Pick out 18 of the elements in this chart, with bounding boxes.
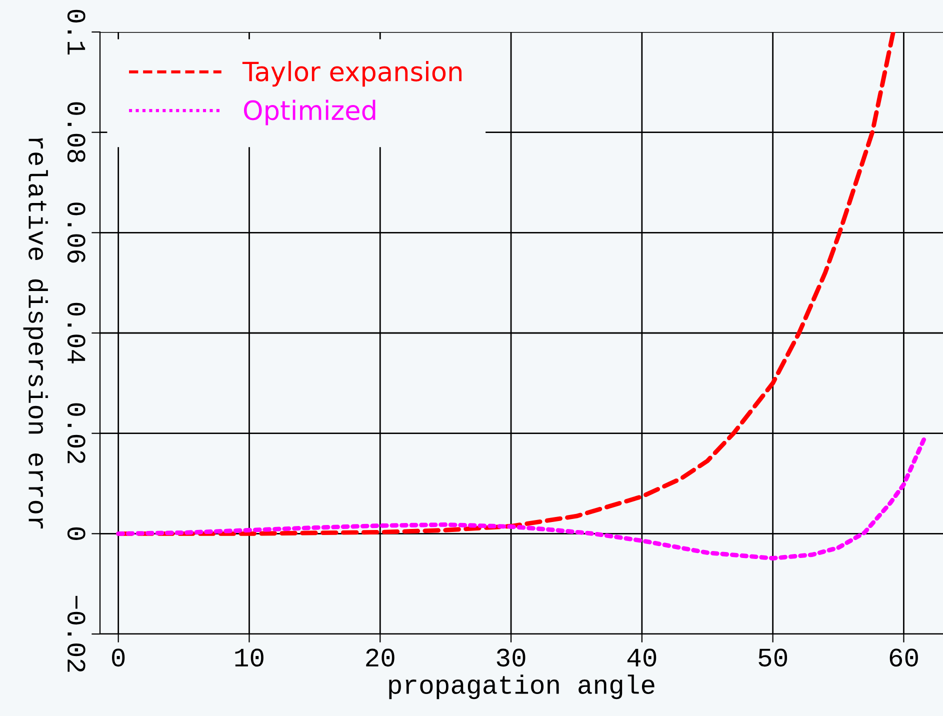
x-tick-label: 20 [366, 648, 394, 667]
legend-label: Optimized [244, 100, 376, 126]
y-tick-label: 0.1 [67, 10, 86, 54]
x-axis-title: propagation angle [389, 674, 654, 700]
x-tick-label: 60 [890, 648, 918, 667]
y-tick-label: 0.08 [67, 102, 86, 162]
x-tick-label: 0 [112, 648, 125, 667]
x-tick-label: 30 [496, 648, 526, 667]
legend-label: Taylor expansion [242, 61, 462, 87]
y-tick-label: 0.06 [67, 202, 86, 263]
y-tick-label: 0.04 [67, 302, 86, 364]
x-tick-label: 40 [627, 648, 656, 667]
y-axis-title: relative dispersion error [23, 138, 48, 529]
y-tick-label: 0 [67, 527, 86, 540]
y-tick-label: −0.02 [67, 596, 86, 672]
x-tick-label: 10 [235, 648, 264, 667]
x-tick-label: 50 [758, 648, 788, 667]
y-tick-label: 0.02 [67, 403, 86, 464]
